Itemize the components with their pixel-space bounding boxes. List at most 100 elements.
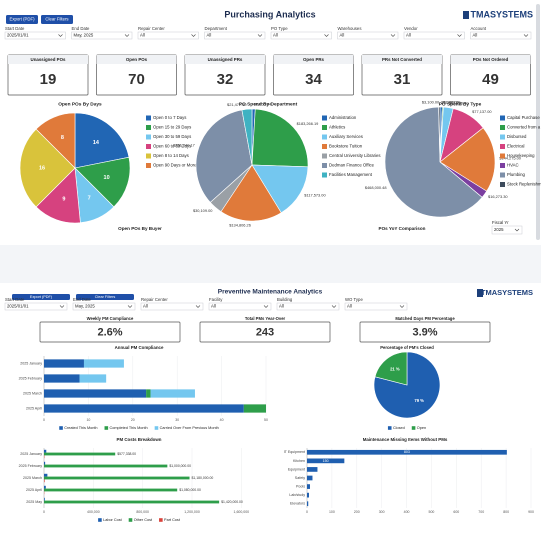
filter-box[interactable] bbox=[4, 302, 68, 311]
filter-label: End Date bbox=[72, 26, 91, 31]
kpi-header bbox=[96, 55, 177, 64]
data-label: $468,000.48 bbox=[365, 185, 387, 190]
x-tick-label: 300 bbox=[379, 510, 385, 514]
legend-swatch bbox=[500, 153, 505, 159]
legend-label: Housekeeping bbox=[507, 153, 535, 158]
kpi-label: Unassigned POs bbox=[31, 57, 66, 62]
chevron bbox=[514, 228, 520, 232]
button[interactable] bbox=[12, 294, 70, 300]
filter-value: All bbox=[207, 33, 212, 38]
legend-swatch bbox=[322, 115, 327, 121]
bar bbox=[44, 500, 220, 504]
filter-box[interactable] bbox=[470, 31, 532, 40]
x-tick-label: 400,000 bbox=[87, 510, 100, 514]
legend-label: Part Cost bbox=[164, 518, 181, 522]
y-tick-label: 2025 April bbox=[26, 488, 42, 492]
legend-swatch bbox=[387, 426, 392, 430]
x-tick-label: 10 bbox=[86, 418, 90, 422]
fiscal-year-box[interactable] bbox=[491, 225, 523, 235]
data-label: $3,100.00 bbox=[422, 100, 440, 105]
chevron bbox=[257, 34, 263, 37]
legend-swatch bbox=[322, 153, 327, 159]
button[interactable] bbox=[6, 15, 38, 24]
kpi-label: Matched Days PM Percentage bbox=[395, 316, 455, 321]
data-label: $1,180,000.00 bbox=[192, 476, 214, 480]
button-label: Clear Filters bbox=[45, 17, 68, 22]
data-label: $1,420,000.00 bbox=[221, 500, 243, 504]
chevron bbox=[124, 34, 130, 37]
filter-value: May, 2025 bbox=[74, 33, 94, 38]
pie-slice bbox=[439, 127, 496, 192]
data-label: $183,266.19 bbox=[297, 121, 319, 126]
pie-slice bbox=[74, 156, 131, 208]
data-label: $134,806.26 bbox=[229, 223, 251, 228]
data-label: $5,000.00 bbox=[441, 100, 459, 105]
filter-box[interactable] bbox=[204, 31, 266, 40]
legend-swatch bbox=[146, 134, 151, 140]
chevron bbox=[399, 305, 405, 308]
logo-mark bbox=[463, 11, 469, 19]
kpi-value: 34 bbox=[305, 71, 322, 88]
filter-box[interactable] bbox=[140, 302, 204, 311]
legend-label: Capital Purchase bbox=[507, 115, 540, 120]
filter-value: All bbox=[143, 304, 148, 309]
filter-label: Facility bbox=[209, 297, 223, 302]
filter-box[interactable] bbox=[270, 31, 332, 40]
y-tick-label: Lab/study bbox=[289, 493, 305, 497]
fiscal-year-value: 2025 bbox=[494, 227, 504, 232]
data-label: $577,338.00 bbox=[117, 452, 136, 456]
data-label: 150 bbox=[323, 459, 329, 463]
filter-box[interactable] bbox=[4, 31, 66, 40]
legend-swatch bbox=[322, 163, 327, 168]
filter-box[interactable] bbox=[337, 31, 399, 40]
y-tick-label: 2025 April bbox=[26, 406, 42, 410]
y-tick-label: 2025 January bbox=[20, 361, 42, 365]
filter-box[interactable] bbox=[208, 302, 272, 311]
filter-box[interactable] bbox=[276, 302, 340, 311]
chart-title: PM Costs Breakdown bbox=[117, 437, 162, 442]
x-tick-label: 30 bbox=[175, 418, 179, 422]
x-tick-label: 800,000 bbox=[136, 510, 149, 514]
bar bbox=[44, 485, 46, 489]
scrollbar bbox=[536, 4, 540, 240]
filter-box[interactable] bbox=[72, 302, 136, 311]
bar bbox=[146, 389, 151, 398]
filter-box[interactable] bbox=[137, 31, 199, 40]
filter-value: All bbox=[406, 33, 411, 38]
filter-label: Department bbox=[205, 26, 228, 31]
legend-label: Carried Over From Previous Month bbox=[160, 426, 219, 430]
bar bbox=[307, 484, 310, 489]
data-label: $16,273.30 bbox=[488, 194, 508, 199]
x-tick-label: 1,600,000 bbox=[234, 510, 250, 514]
data-label: $21,477.50 bbox=[227, 102, 247, 107]
kpi-label: POs Not Ordered bbox=[473, 57, 509, 62]
pie-slice bbox=[384, 106, 483, 218]
kpi-label: Unassigned PRs bbox=[208, 57, 243, 62]
x-tick-label: 0 bbox=[43, 510, 45, 514]
chevron bbox=[324, 34, 329, 37]
chevron bbox=[58, 34, 63, 37]
data-label: 21 % bbox=[390, 366, 400, 371]
chart-title: POs YoY Comparison bbox=[379, 226, 426, 231]
kpi-label: Weekly PM Compliance bbox=[87, 316, 134, 321]
bar bbox=[44, 497, 45, 501]
data-label: $1,000,000.00 bbox=[169, 464, 191, 468]
logo-mark bbox=[477, 289, 483, 297]
bar bbox=[307, 467, 318, 472]
filter-box[interactable] bbox=[71, 31, 133, 40]
legend-label: Stock Replenishment Request bbox=[507, 182, 541, 187]
filter-box[interactable] bbox=[403, 31, 465, 40]
button[interactable] bbox=[76, 294, 134, 300]
kpi-value: 70 bbox=[128, 71, 145, 88]
pie-slice bbox=[251, 108, 309, 168]
button[interactable] bbox=[41, 15, 73, 24]
bar bbox=[44, 374, 80, 383]
legend-swatch bbox=[146, 163, 151, 168]
button-label: Clear Filters bbox=[95, 295, 116, 299]
filter-value: All bbox=[340, 33, 345, 38]
filter-label: Repair Center bbox=[141, 297, 168, 302]
x-tick-label: 0 bbox=[306, 510, 308, 514]
filter-value: 2025/01/01 bbox=[7, 33, 29, 38]
filter-box[interactable] bbox=[344, 302, 408, 311]
